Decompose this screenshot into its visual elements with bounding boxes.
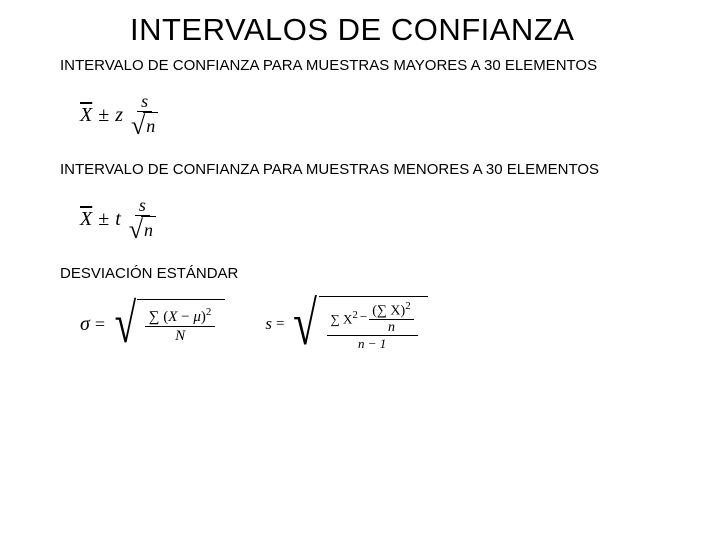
- eq-sign: =: [95, 314, 105, 335]
- fraction-2: s √ n: [125, 196, 160, 245]
- xbar-symbol: X: [80, 104, 92, 127]
- s-formula: s = √ ∑ X2 − (∑ X)2 n n − 1: [265, 296, 427, 353]
- frac-den: √ n: [127, 112, 162, 140]
- section3-heading: DESVIACIÓN ESTÁNDAR: [0, 264, 720, 284]
- fraction: s √ n: [127, 92, 162, 141]
- sigma-formula: σ = √ ∑ (X − μ)2 N: [80, 299, 225, 349]
- xbar-symbol-2: X: [80, 208, 92, 231]
- t-symbol: t: [115, 208, 121, 231]
- section1-heading: INTERVALO DE CONFIANZA PARA MUESTRAS MAY…: [0, 56, 720, 76]
- section2-heading: INTERVALO DE CONFIANZA PARA MUESTRAS MEN…: [0, 160, 720, 180]
- page-title: INTERVALOS DE CONFIANZA: [0, 0, 720, 48]
- frac-num: s: [137, 92, 152, 113]
- z-symbol: z: [115, 104, 123, 127]
- s-lhs: s: [265, 314, 272, 334]
- formula-large-sample: X ± z s √ n: [0, 92, 720, 141]
- pm-symbol: ±: [98, 104, 109, 127]
- formula-small-sample: X ± t s √ n: [0, 196, 720, 245]
- frac-den-2: √ n: [125, 216, 160, 244]
- sigma-lhs: σ: [80, 313, 90, 336]
- eq-sign-2: =: [276, 316, 284, 333]
- pm-symbol-2: ±: [98, 208, 109, 231]
- frac-num-2: s: [135, 196, 150, 217]
- std-dev-formulas: σ = √ ∑ (X − μ)2 N s = √ ∑: [0, 296, 720, 353]
